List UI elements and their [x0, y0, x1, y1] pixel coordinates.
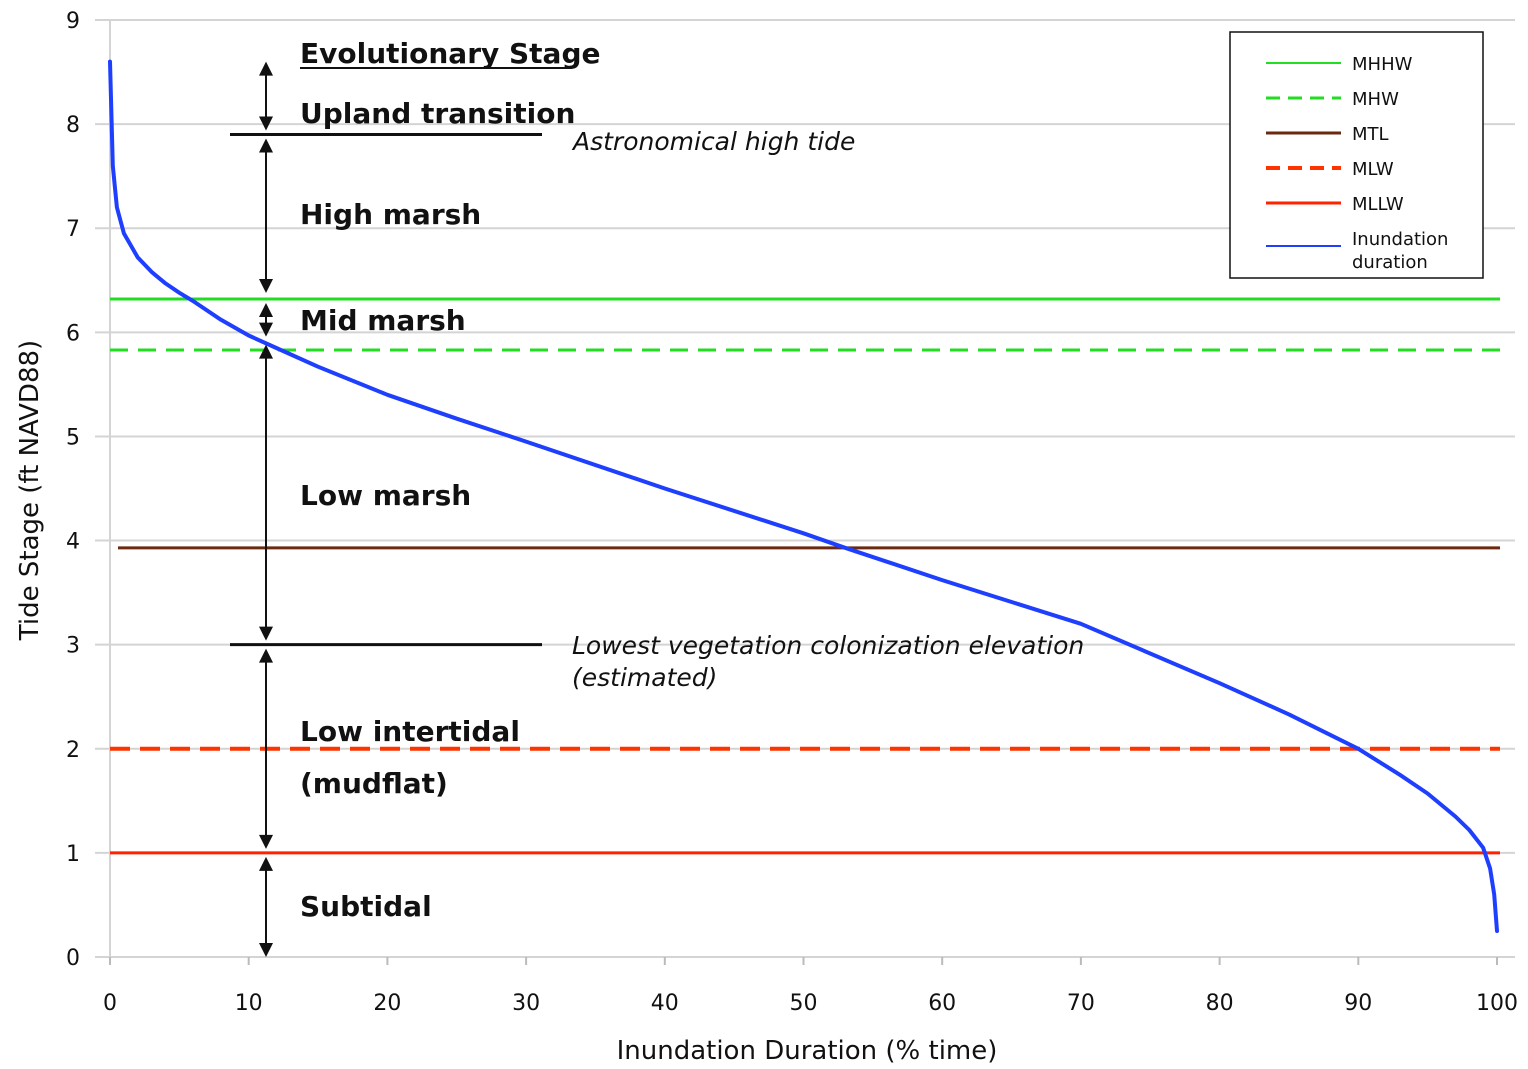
legend-label-mhhw: MHHW [1352, 54, 1413, 75]
x-tick-label-90: 90 [1344, 991, 1372, 1016]
y-tick-label-9: 9 [66, 9, 80, 34]
stage-low-intertidal: Low intertidal [300, 715, 520, 748]
arrow-upland-head-down [259, 116, 273, 131]
stage-upland-transition: Upland transition [300, 97, 575, 130]
arrow-low-marsh-head-down [259, 626, 273, 641]
legend-label-inundation-2: duration [1352, 252, 1428, 273]
y-tick-label-7: 7 [66, 217, 80, 242]
series-group [108, 59, 1499, 933]
x-tick-label-80: 80 [1206, 991, 1234, 1016]
x-tick-label-100: 100 [1476, 991, 1518, 1016]
x-axis-title: Inundation Duration (% time) [617, 1036, 998, 1066]
arrow-mid-marsh-head-down [259, 322, 273, 337]
axis-ticks: 0 10 20 30 40 50 60 70 80 90 100 0 1 2 3 4 5 6 7 8 9 [66, 9, 1518, 1016]
legend-box [1229, 31, 1484, 279]
legend-label-inundation: Inundation [1352, 229, 1448, 250]
reference-lines [110, 297, 1500, 855]
y-tick-label-2: 2 [66, 738, 80, 763]
stage-arrows [230, 61, 542, 957]
legend-label-mlw: MLW [1352, 159, 1394, 180]
stage-mudflat: (mudflat) [300, 767, 448, 800]
stage-high-marsh: High marsh [300, 198, 481, 231]
stage-title: Evolutionary Stage [300, 37, 600, 70]
arrow-low-intertidal-head-up [259, 648, 273, 663]
arrow-mid-marsh-head-up [259, 303, 273, 318]
stage-low-marsh: Low marsh [300, 479, 471, 512]
legend-label-mtl: MTL [1352, 124, 1389, 145]
legend: MHHW MHW MTL MLW MLLW Inundation duratio… [1229, 31, 1484, 279]
x-tick-label-60: 60 [928, 991, 956, 1016]
x-tick-label-30: 30 [512, 991, 540, 1016]
x-tick-label-10: 10 [235, 991, 263, 1016]
legend-label-mllw: MLLW [1352, 194, 1404, 215]
y-tick-label-1: 1 [66, 842, 80, 867]
y-tick-label-4: 4 [66, 530, 80, 555]
y-axis-title: Tide Stage (ft NAVD88) [15, 340, 45, 641]
annotation-vegetation-line2: (estimated) [572, 663, 717, 692]
x-tick-label-70: 70 [1067, 991, 1095, 1016]
y-tick-label-6: 6 [66, 321, 80, 346]
x-tick-label-0: 0 [103, 991, 117, 1016]
legend-label-mhw: MHW [1352, 89, 1399, 110]
stage-mid-marsh: Mid marsh [300, 304, 466, 337]
arrow-high-marsh-head-up [259, 138, 273, 153]
x-tick-label-50: 50 [790, 991, 818, 1016]
annotation-vegetation-line1: Lowest vegetation colonization elevation [572, 631, 1084, 660]
y-tick-label-5: 5 [66, 425, 80, 450]
x-tick-label-40: 40 [651, 991, 679, 1016]
stage-subtidal: Subtidal [300, 890, 432, 923]
arrow-upland-head-up [259, 61, 273, 76]
y-tick-label-8: 8 [66, 113, 80, 138]
arrow-low-intertidal-head-down [259, 834, 273, 849]
y-tick-label-0: 0 [66, 946, 80, 971]
arrow-low-marsh-head-up [259, 344, 273, 359]
arrow-subtidal-head-up [259, 856, 273, 871]
arrow-high-marsh-head-down [259, 279, 273, 294]
y-tick-label-3: 3 [66, 634, 80, 659]
x-tick-label-20: 20 [373, 991, 401, 1016]
series-line-inundation-duration [108, 59, 1499, 933]
arrow-subtidal-head-down [259, 943, 273, 957]
annotation-high-tide: Astronomical high tide [571, 127, 855, 156]
